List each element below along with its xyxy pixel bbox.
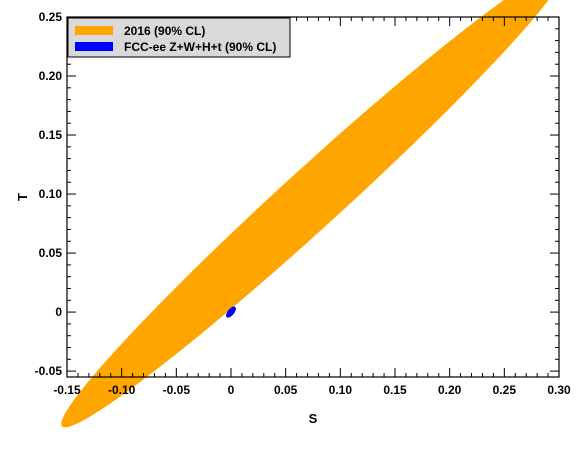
x-tick-label: 0.30 xyxy=(547,383,571,397)
plot-frame xyxy=(66,16,560,378)
y-tick-label: 0.15 xyxy=(39,128,63,142)
y-tick-label: 0.25 xyxy=(39,10,63,24)
legend-swatch-2016 xyxy=(75,26,113,35)
x-axis-title: S xyxy=(309,411,318,426)
x-tick-labels: -0.15 -0.10 -0.05 0 0.05 0.10 0.15 0.20 0.25 0.30 xyxy=(53,383,571,397)
x-tick-label: 0.15 xyxy=(383,383,407,397)
x-tick-label: 0 xyxy=(228,383,235,397)
legend: 2016 (90% CL) FCC-ee Z+W+H+t (90% CL) xyxy=(67,17,291,58)
y-tick-label: 0 xyxy=(55,305,62,319)
legend-swatch-fcc-ee xyxy=(75,42,113,51)
axis-ticks xyxy=(66,16,560,377)
x-tick-label: -0.05 xyxy=(163,383,191,397)
ellipse-2016 xyxy=(61,0,565,428)
y-tick-labels: -0.05 0 0.05 0.10 0.15 0.20 0.25 xyxy=(35,10,63,378)
plot-area xyxy=(61,0,565,428)
x-tick-label: 0.20 xyxy=(438,383,462,397)
y-axis-title: T xyxy=(15,193,30,201)
y-tick-label: -0.05 xyxy=(35,364,63,378)
x-tick-label: -0.10 xyxy=(108,383,136,397)
x-tick-label: 0.05 xyxy=(274,383,298,397)
y-tick-label: 0.05 xyxy=(39,246,63,260)
ellipse-fcc-ee xyxy=(226,306,236,318)
legend-label-2016: 2016 (90% CL) xyxy=(124,24,205,38)
x-tick-label: 0.10 xyxy=(329,383,353,397)
y-tick-label: 0.20 xyxy=(39,69,63,83)
legend-label-fcc-ee: FCC-ee Z+W+H+t (90% CL) xyxy=(124,40,276,54)
x-tick-label: 0.25 xyxy=(493,383,517,397)
y-tick-label: 0.10 xyxy=(39,187,63,201)
x-tick-label: -0.15 xyxy=(53,383,81,397)
